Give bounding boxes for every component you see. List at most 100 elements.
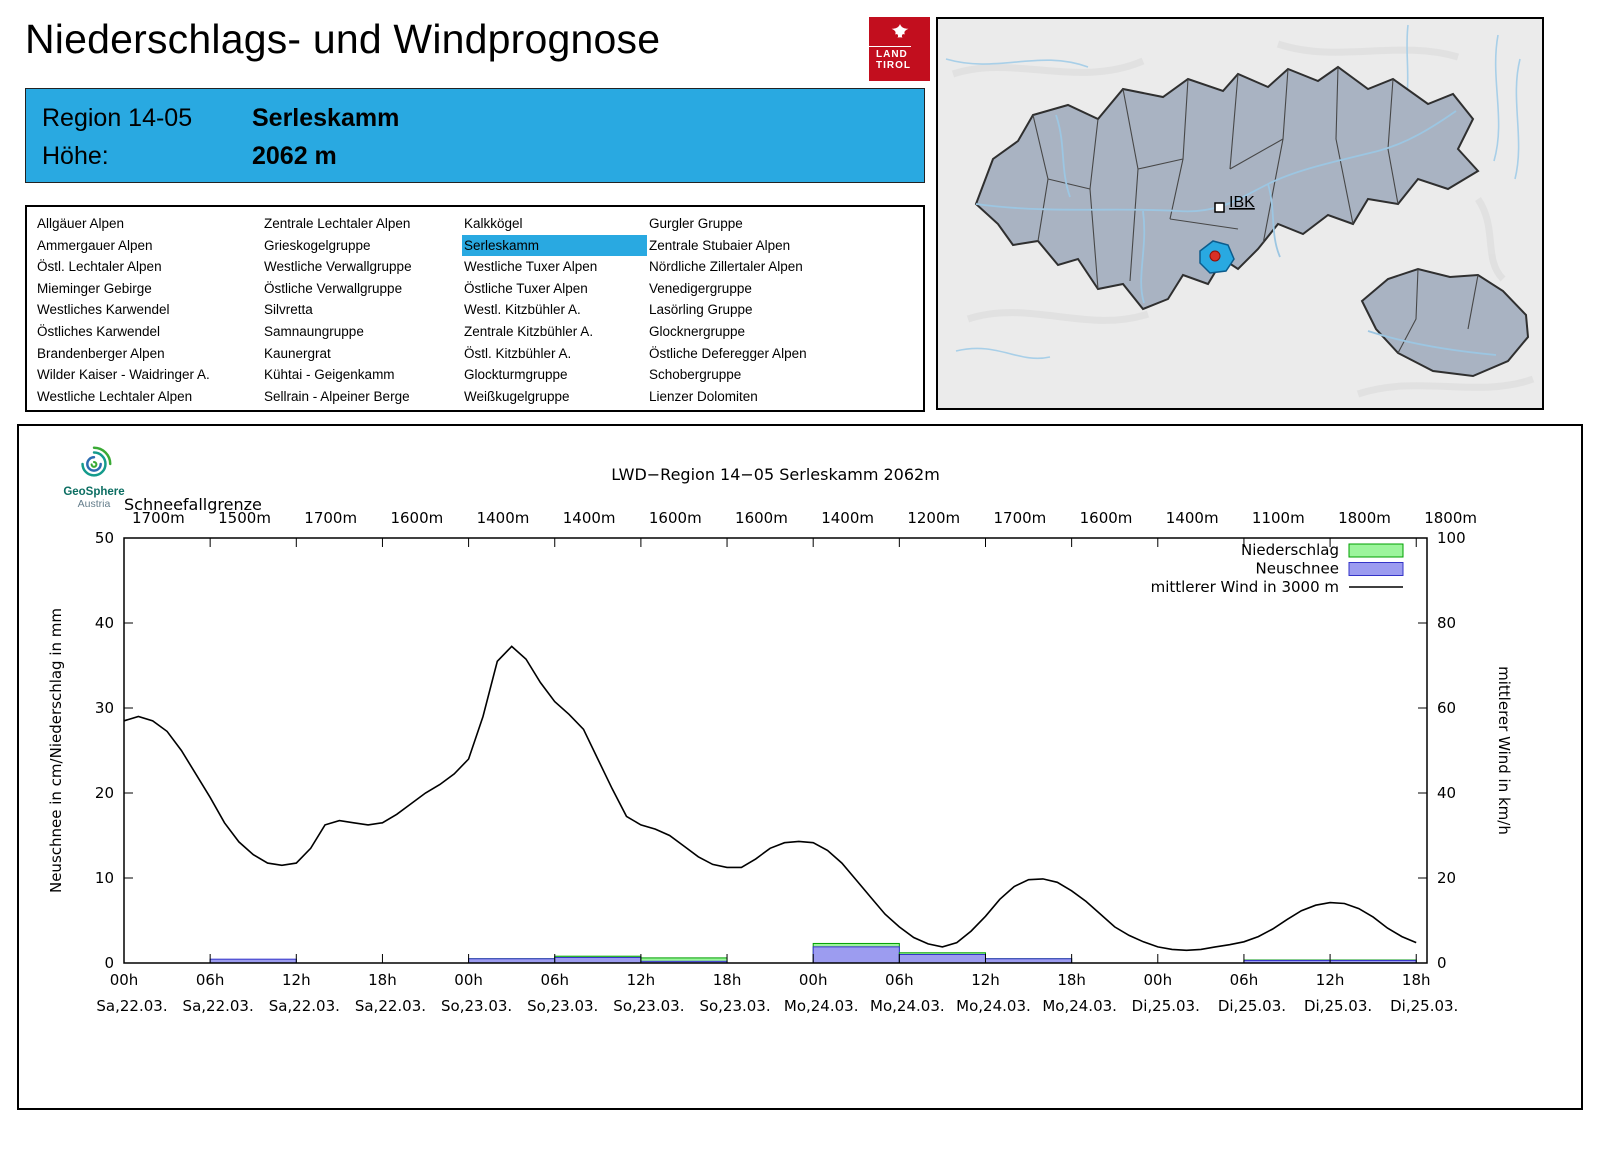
y-tick-left: 0 bbox=[104, 954, 114, 972]
region-list-item[interactable]: Kühtai - Geigenkamm bbox=[264, 367, 395, 383]
region-list-item[interactable]: Samnaungruppe bbox=[264, 323, 364, 339]
region-list-item[interactable]: Ammergauer Alpen bbox=[37, 237, 153, 253]
snowline-value: 1600m bbox=[1080, 509, 1133, 527]
x-tick-day: So,23.03. bbox=[699, 997, 770, 1015]
snowline-value: 1600m bbox=[735, 509, 788, 527]
region-list-item[interactable]: Westliche Verwallgruppe bbox=[264, 259, 412, 275]
region-list: Allgäuer Alpen Ammergauer Alpen Östl. Lech… bbox=[25, 205, 925, 412]
region-list-item[interactable]: Nördliche Zillertaler Alpen bbox=[649, 259, 803, 275]
region-list-item[interactable]: Lienzer Dolomiten bbox=[649, 388, 758, 404]
x-tick-day: So,23.03. bbox=[527, 997, 598, 1015]
neuschnee-bar bbox=[812, 946, 900, 964]
region-list-item[interactable]: Venedigergruppe bbox=[649, 280, 752, 296]
snowline-value: 1700m bbox=[304, 509, 357, 527]
region-list-item[interactable]: Östl. Lechtaler Alpen bbox=[37, 259, 162, 275]
y-axis-label-left: Neuschnee in cm/Niederschlag in mm bbox=[47, 608, 65, 893]
region-label: Region 14-05 bbox=[42, 103, 193, 132]
tirol-eagle-icon bbox=[891, 24, 908, 40]
region-list-item[interactable]: Serleskamm bbox=[462, 234, 647, 257]
x-tick-day: Di,25.03. bbox=[1132, 997, 1200, 1015]
region-list-item[interactable]: Gurgler Gruppe bbox=[649, 216, 743, 231]
y-tick-right: 20 bbox=[1437, 869, 1456, 887]
region-list-item[interactable]: Westliches Karwendel bbox=[37, 302, 170, 318]
x-tick-hour: 00h bbox=[799, 971, 828, 989]
logo-text: LAND TIROL bbox=[869, 46, 911, 71]
x-tick-hour: 06h bbox=[196, 971, 225, 989]
region-list-item[interactable]: Östliche Verwallgruppe bbox=[264, 280, 403, 296]
region-list-item[interactable]: Östliche Tuxer Alpen bbox=[464, 280, 588, 296]
region-name: Serleskamm bbox=[252, 103, 400, 132]
region-list-item[interactable]: Östl. Kitzbühler A. bbox=[464, 345, 572, 361]
map-canvas: IBK bbox=[945, 24, 1535, 398]
snowline-value: 1400m bbox=[821, 509, 874, 527]
region-list-item[interactable]: Schobergruppe bbox=[649, 367, 742, 383]
geosphere-name: GeoSphere bbox=[63, 486, 125, 498]
region-list-item[interactable]: Kalkkögel bbox=[464, 216, 523, 231]
x-tick-day: Sa,22.03. bbox=[96, 997, 167, 1015]
y-tick-right: 80 bbox=[1437, 614, 1456, 632]
rivers-outside bbox=[945, 24, 1521, 360]
chart-canvas: LWD−Region 14−05 Serleskamm 2062m Schneef… bbox=[47, 465, 1513, 1015]
region-list-item[interactable]: Lasörling Gruppe bbox=[649, 302, 753, 318]
region-list-item[interactable]: Zentrale Kitzbühler A. bbox=[464, 323, 594, 339]
x-tick-day: Sa,22.03. bbox=[183, 997, 254, 1015]
region-list-column: Allgäuer Alpen Ammergauer Alpen Östl. Lech… bbox=[35, 213, 262, 410]
region-list-item[interactable]: Grieskogelgruppe bbox=[264, 237, 371, 253]
snowline-value: 1800m bbox=[1424, 509, 1477, 527]
x-tick-hour: 00h bbox=[110, 971, 139, 989]
region-list-item[interactable]: Zentrale Stubaier Alpen bbox=[649, 237, 791, 253]
region-list-item[interactable]: Allgäuer Alpen bbox=[37, 216, 125, 231]
snowline-value: 1100m bbox=[1252, 509, 1305, 527]
region-list-item[interactable]: Östliche Deferegger Alpen bbox=[649, 345, 807, 361]
region-list-item[interactable]: Westl. Kitzbühler A. bbox=[464, 302, 581, 318]
x-tick-hour: 00h bbox=[454, 971, 483, 989]
x-tick-hour: 18h bbox=[1057, 971, 1086, 989]
snowline-value: 1700m bbox=[993, 509, 1046, 527]
x-tick-hour: 12h bbox=[627, 971, 656, 989]
region-list-item[interactable]: Brandenberger Alpen bbox=[37, 345, 165, 361]
region-list-item[interactable]: Sellrain - Alpeiner Berge bbox=[264, 388, 410, 404]
page-title: Niederschlags- und Windprognose bbox=[25, 16, 661, 62]
snowline-value: 1800m bbox=[1338, 509, 1391, 527]
y-tick-right: 60 bbox=[1437, 699, 1456, 717]
snowline-value: 1200m bbox=[907, 509, 960, 527]
x-tick-day: So,23.03. bbox=[613, 997, 684, 1015]
y-tick-right: 0 bbox=[1437, 954, 1447, 972]
selected-region-marker bbox=[1209, 250, 1221, 262]
logo-line1: LAND bbox=[876, 49, 908, 60]
x-tick-day: So,23.03. bbox=[441, 997, 512, 1015]
x-tick-day: Sa,22.03. bbox=[269, 997, 340, 1015]
region-list-item[interactable]: Glocknergruppe bbox=[649, 323, 746, 339]
x-tick-hour: 12h bbox=[971, 971, 1000, 989]
region-list-item[interactable]: Zentrale Lechtaler Alpen bbox=[264, 216, 411, 231]
region-list-item[interactable]: Glockturmgruppe bbox=[464, 367, 568, 383]
region-list-item[interactable]: Kaunergrat bbox=[264, 345, 331, 361]
region-list-column: Kalkkögel Serleskamm Westliche Tuxer Alpen… bbox=[462, 213, 647, 410]
x-tick-day: Mo,24.03. bbox=[870, 997, 945, 1015]
region-list-item[interactable]: Westliche Tuxer Alpen bbox=[464, 259, 598, 275]
x-tick-hour: 00h bbox=[1143, 971, 1172, 989]
rivers-inside bbox=[975, 110, 1497, 356]
x-tick-day: Mo,24.03. bbox=[956, 997, 1031, 1015]
snowline-value: 1700m bbox=[132, 509, 185, 527]
region-list-item[interactable]: Wilder Kaiser - Waidringer A. bbox=[37, 367, 210, 383]
snowline-value: 1400m bbox=[1166, 509, 1219, 527]
y-tick-left: 10 bbox=[95, 869, 114, 887]
x-tick-hour: 12h bbox=[1316, 971, 1345, 989]
geosphere-country: Austria bbox=[77, 498, 111, 510]
region-list-item[interactable]: Weißkugelgruppe bbox=[464, 388, 570, 404]
x-tick-day: Sa,22.03. bbox=[355, 997, 426, 1015]
neuschnee-bar bbox=[554, 956, 642, 964]
region-list-item[interactable]: Mieminger Gebirge bbox=[37, 280, 152, 296]
ibk-marker bbox=[1214, 202, 1225, 213]
region-list-item[interactable]: Östliches Karwendel bbox=[37, 323, 161, 339]
region-list-column: Gurgler Gruppe Zentrale Stubaier Alpen Nör… bbox=[647, 213, 907, 410]
snowline-value: 1600m bbox=[649, 509, 702, 527]
geosphere-icon bbox=[81, 446, 112, 477]
region-list-item[interactable]: Silvretta bbox=[264, 302, 313, 318]
region-list-item[interactable]: Westliche Lechtaler Alpen bbox=[37, 388, 193, 404]
snowline-value: 1400m bbox=[563, 509, 616, 527]
land-tirol-logo: LAND TIROL bbox=[869, 17, 930, 81]
tirol-map: IBK bbox=[936, 17, 1544, 410]
x-tick-hour: 18h bbox=[368, 971, 397, 989]
